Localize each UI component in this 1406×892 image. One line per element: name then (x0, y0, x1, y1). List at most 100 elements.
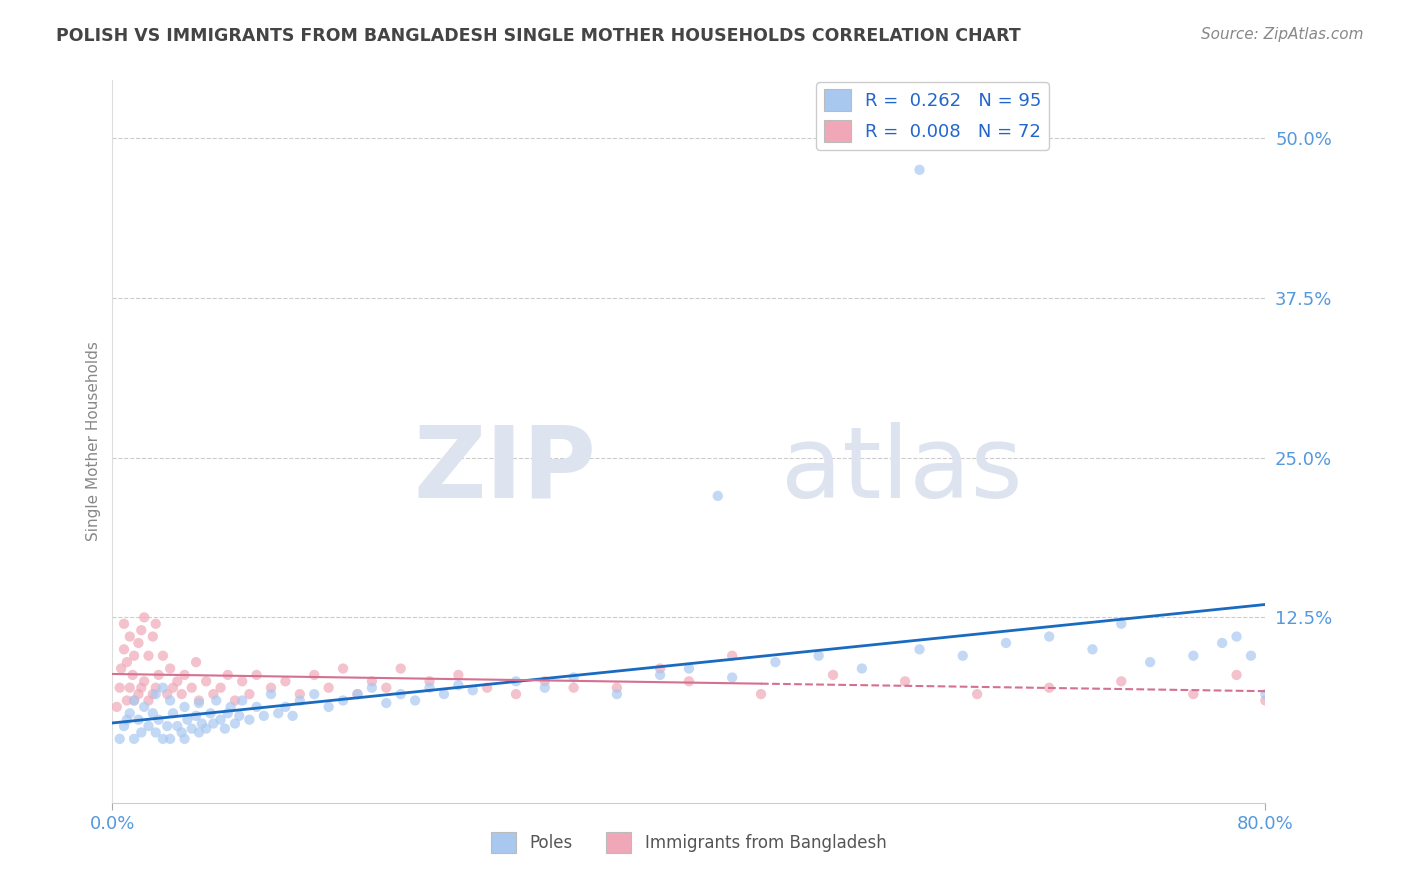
Point (148, 713, 170, 727)
Point (159, 661, 181, 675)
Point (246, 668, 269, 682)
Point (650, 668, 672, 682)
Point (162, 706, 184, 721)
Point (209, 713, 232, 727)
Point (162, 681, 184, 695)
Point (534, 674, 557, 689)
Point (118, 706, 141, 721)
Point (134, 699, 156, 714)
Point (195, 722, 218, 736)
Point (127, 713, 149, 727)
Point (145, 687, 167, 701)
Point (807, 648, 830, 663)
Y-axis label: Single Mother Households: Single Mother Households (86, 342, 101, 541)
Point (170, 725, 193, 739)
Point (404, 693, 426, 707)
Point (176, 713, 198, 727)
Point (129, 725, 153, 739)
Point (217, 668, 239, 682)
Point (260, 681, 283, 695)
Point (127, 636, 149, 650)
Point (433, 687, 456, 701)
Point (129, 623, 153, 637)
Point (200, 706, 222, 721)
Point (115, 655, 138, 669)
Point (142, 706, 165, 721)
Point (108, 681, 131, 695)
Point (389, 687, 412, 701)
Point (145, 725, 167, 739)
Point (534, 681, 557, 695)
Point (966, 687, 988, 701)
Point (419, 681, 441, 695)
Text: ZIP: ZIP (413, 422, 596, 519)
Point (122, 693, 145, 707)
Point (281, 709, 304, 723)
Point (650, 661, 672, 675)
Point (219, 699, 242, 714)
Point (318, 699, 340, 714)
Point (894, 674, 917, 689)
Legend: Poles, Immigrants from Bangladesh: Poles, Immigrants from Bangladesh (485, 826, 893, 860)
Point (1240, 648, 1263, 663)
Text: POLISH VS IMMIGRANTS FROM BANGLADESH SINGLE MOTHER HOUSEHOLDS CORRELATION CHART: POLISH VS IMMIGRANTS FROM BANGLADESH SIN… (56, 27, 1021, 45)
Point (129, 681, 153, 695)
Point (288, 693, 311, 707)
Point (1226, 630, 1249, 644)
Point (995, 636, 1018, 650)
Point (304, 668, 326, 682)
Point (138, 648, 160, 663)
Point (180, 722, 202, 736)
Point (118, 630, 141, 644)
Point (115, 693, 138, 707)
Point (562, 681, 585, 695)
Point (110, 661, 132, 675)
Point (152, 731, 174, 746)
Point (375, 696, 398, 710)
Point (1038, 630, 1060, 644)
Point (707, 489, 730, 503)
Point (346, 687, 368, 701)
Text: Source: ZipAtlas.com: Source: ZipAtlas.com (1201, 27, 1364, 42)
Point (238, 713, 260, 727)
Point (267, 706, 290, 721)
Point (224, 716, 246, 731)
Point (1211, 636, 1233, 650)
Point (231, 674, 253, 689)
Point (156, 719, 179, 733)
Point (475, 681, 499, 695)
Point (170, 687, 193, 701)
Point (173, 668, 195, 682)
Point (304, 687, 326, 701)
Point (159, 693, 181, 707)
Point (360, 681, 382, 695)
Point (195, 674, 218, 689)
Point (148, 668, 170, 682)
Point (238, 687, 260, 701)
Point (606, 681, 628, 695)
Point (1254, 693, 1277, 707)
Point (173, 699, 195, 714)
Point (253, 709, 276, 723)
Point (375, 681, 398, 695)
Point (188, 725, 211, 739)
Point (1182, 648, 1205, 663)
Point (952, 648, 974, 663)
Point (447, 678, 470, 692)
Point (209, 681, 232, 695)
Point (562, 671, 585, 685)
Point (678, 661, 700, 675)
Point (108, 731, 131, 746)
Point (205, 693, 228, 707)
Point (228, 709, 250, 723)
Point (217, 706, 239, 721)
Point (115, 713, 138, 727)
Point (122, 731, 145, 746)
Point (1139, 655, 1161, 669)
Point (105, 699, 128, 714)
Point (332, 661, 354, 675)
Point (214, 722, 236, 736)
Point (142, 687, 165, 701)
Point (288, 687, 311, 701)
Point (112, 616, 135, 631)
